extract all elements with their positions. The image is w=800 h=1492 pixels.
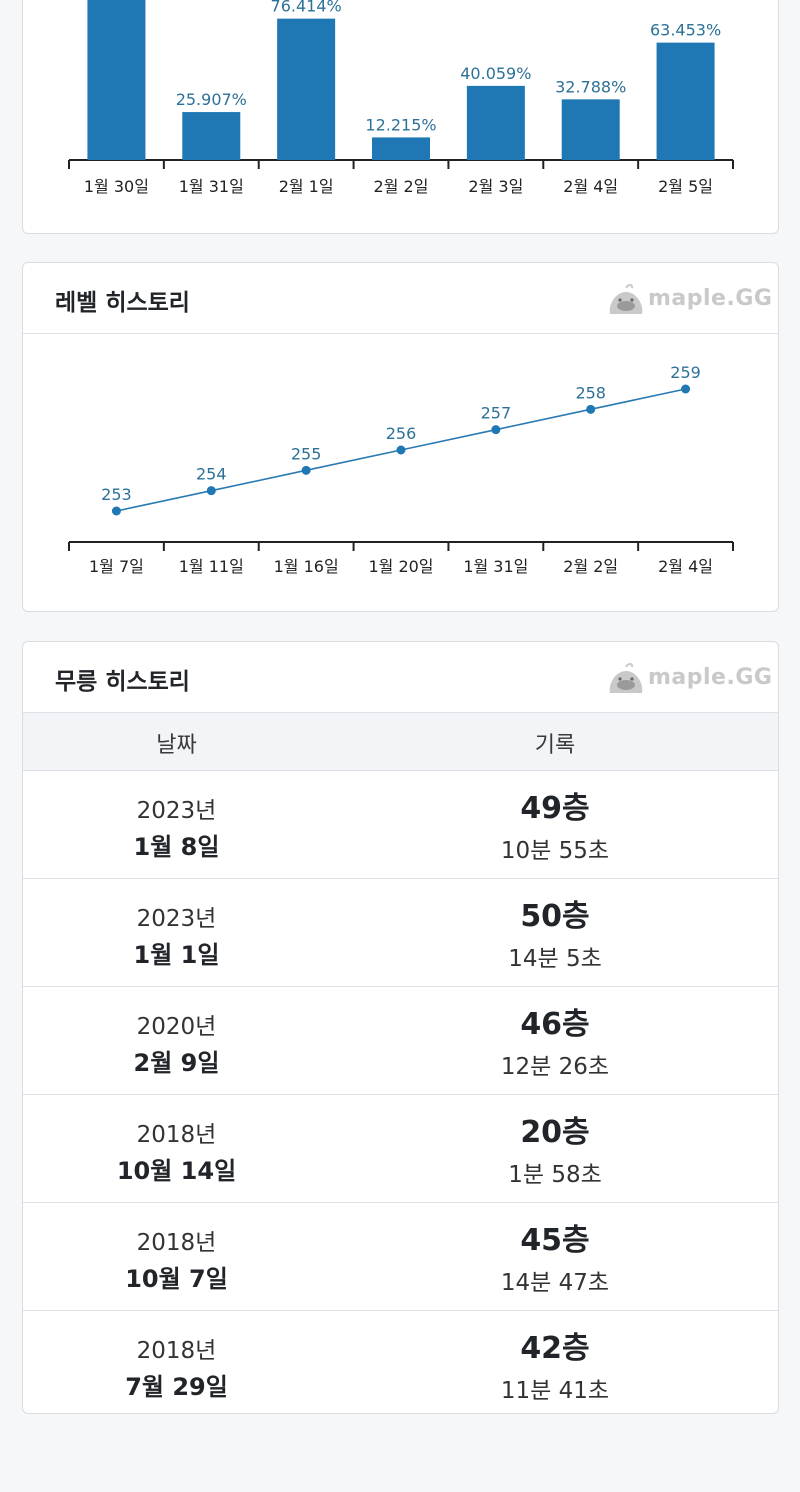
bar-value-label: 40.059%: [460, 64, 531, 83]
exp-bar: [656, 42, 715, 160]
x-tick-label: 2월 1일: [279, 177, 334, 196]
exp-history-card: 1월 30일 25.907% 1월 31일 76.414% 2월 1일 12.215% 2월…: [22, 0, 779, 234]
level-history-title: 레벨 히스토리: [55, 290, 190, 316]
level-point: [491, 425, 501, 435]
bar-value-label: 63.453%: [650, 21, 721, 40]
exp-bar: [372, 137, 430, 160]
row-floor: 46층: [520, 1007, 590, 1042]
x-tick-label: 1월 31일: [179, 177, 244, 196]
x-tick-label: 2월 4일: [658, 557, 713, 576]
table-row: 2018년 7월 29일 42층 11분 41초: [23, 1311, 778, 1413]
brand-text: maple.GG: [648, 665, 773, 690]
level-history-header: 레벨 히스토리 maple.GG: [23, 263, 778, 334]
row-year: 2020년: [136, 1014, 217, 1040]
table-row: 2023년 1월 8일 49층 10분 55초: [23, 771, 778, 879]
maple-gg-logo: maple.GG: [606, 663, 772, 697]
bar-value-label: 12.215%: [365, 115, 436, 134]
level-value-label: 253: [101, 485, 132, 504]
table-row: 2018년 10월 14일 20층 1분 58초: [23, 1095, 778, 1203]
x-tick-label: 2월 3일: [468, 177, 523, 196]
exp-bar-chart: 1월 30일 25.907% 1월 31일 76.414% 2월 1일 12.215% 2월…: [68, 0, 734, 196]
row-year: 2018년: [136, 1230, 217, 1256]
row-date: 10월 14일: [116, 1157, 237, 1185]
column-header-date: 날짜: [156, 733, 197, 758]
level-point: [206, 486, 216, 496]
level-value-label: 258: [575, 383, 606, 402]
row-time: 10분 55초: [500, 838, 610, 864]
mureung-history-title: 무릉 히스토리: [55, 669, 190, 695]
bar-value-label: 25.907%: [176, 90, 247, 109]
row-time: 11분 41초: [500, 1378, 610, 1404]
x-tick-label: 1월 16일: [274, 557, 339, 576]
row-year: 2018년: [136, 1122, 217, 1148]
table-row: 2023년 1월 1일 50층 14분 5초: [23, 879, 778, 987]
row-year: 2018년: [136, 1338, 217, 1364]
x-tick-label: 1월 11일: [179, 557, 244, 576]
table-body: 2023년 1월 8일 49층 10분 55초 2023년 1월 1일 50층 …: [23, 771, 778, 1413]
x-tick-label: 2월 2일: [563, 557, 618, 576]
level-value-label: 254: [196, 465, 227, 484]
x-tick-label: 2월 5일: [658, 177, 713, 196]
row-time: 14분 5초: [508, 946, 602, 972]
exp-bar: [466, 85, 525, 160]
exp-bar: [561, 99, 620, 160]
exp-bar: [182, 112, 241, 160]
bar-value-label: 76.414%: [271, 0, 342, 16]
row-floor: 20층: [520, 1115, 590, 1150]
mureung-history-card: 무릉 히스토리 maple.GG 날짜 기록 2023년 1월 8일 49층 1…: [22, 641, 779, 1414]
column-header-record: 기록: [534, 733, 576, 758]
row-date: 10월 7일: [125, 1265, 228, 1293]
row-year: 2023년: [136, 906, 217, 932]
bar-value-label: 32.788%: [555, 77, 626, 96]
level-value-label: 259: [670, 363, 701, 382]
maple-slime-icon: [609, 663, 643, 693]
x-tick-label: 2월 4일: [563, 177, 618, 196]
level-history-card: 레벨 히스토리 maple.GG 253 1월 7일 254 1월 11일 255 1월 …: [22, 262, 779, 612]
x-tick-label: 1월 31일: [463, 557, 528, 576]
row-time: 14분 47초: [500, 1270, 610, 1296]
level-value-label: 255: [291, 444, 322, 463]
row-date: 1월 8일: [133, 833, 220, 861]
row-floor: 50층: [520, 899, 590, 934]
brand-text: maple.GG: [648, 286, 773, 311]
maple-slime-icon: [609, 284, 643, 314]
row-date: 7월 29일: [125, 1373, 228, 1401]
level-point: [681, 384, 691, 394]
table-row: 2020년 2월 9일 46층 12분 26초: [23, 987, 778, 1095]
row-date: 1월 1일: [133, 941, 220, 969]
x-tick-label: 1월 20일: [368, 557, 433, 576]
row-floor: 42층: [520, 1331, 590, 1366]
maple-gg-logo: maple.GG: [606, 284, 772, 318]
row-time: 1분 58초: [508, 1162, 602, 1188]
x-tick-label: 1월 30일: [84, 177, 149, 196]
table-header: 날짜 기록: [23, 713, 778, 771]
mureung-history-header: 무릉 히스토리 maple.GG: [23, 642, 778, 713]
x-tick-label: 1월 7일: [89, 557, 144, 576]
level-line-chart: 253 1월 7일 254 1월 11일 255 1월 16일 256 1월 20일 257 1월…: [68, 363, 734, 576]
exp-bar: [277, 18, 336, 161]
level-point: [301, 465, 311, 475]
row-year: 2023년: [136, 798, 217, 824]
x-tick-label: 2월 2일: [374, 177, 429, 196]
level-point: [586, 404, 596, 414]
exp-bar: [87, 0, 146, 160]
row-time: 12분 26초: [500, 1054, 610, 1080]
level-point: [396, 445, 406, 455]
row-floor: 49층: [520, 791, 590, 826]
level-value-label: 256: [386, 424, 417, 443]
row-floor: 45층: [520, 1223, 590, 1258]
level-value-label: 257: [481, 404, 512, 423]
row-date: 2월 9일: [133, 1049, 220, 1077]
table-row: 2018년 10월 7일 45층 14분 47초: [23, 1203, 778, 1311]
level-point: [111, 506, 121, 516]
mureung-table: 날짜 기록 2023년 1월 8일 49층 10분 55초 2023년 1월 1…: [23, 713, 778, 1413]
